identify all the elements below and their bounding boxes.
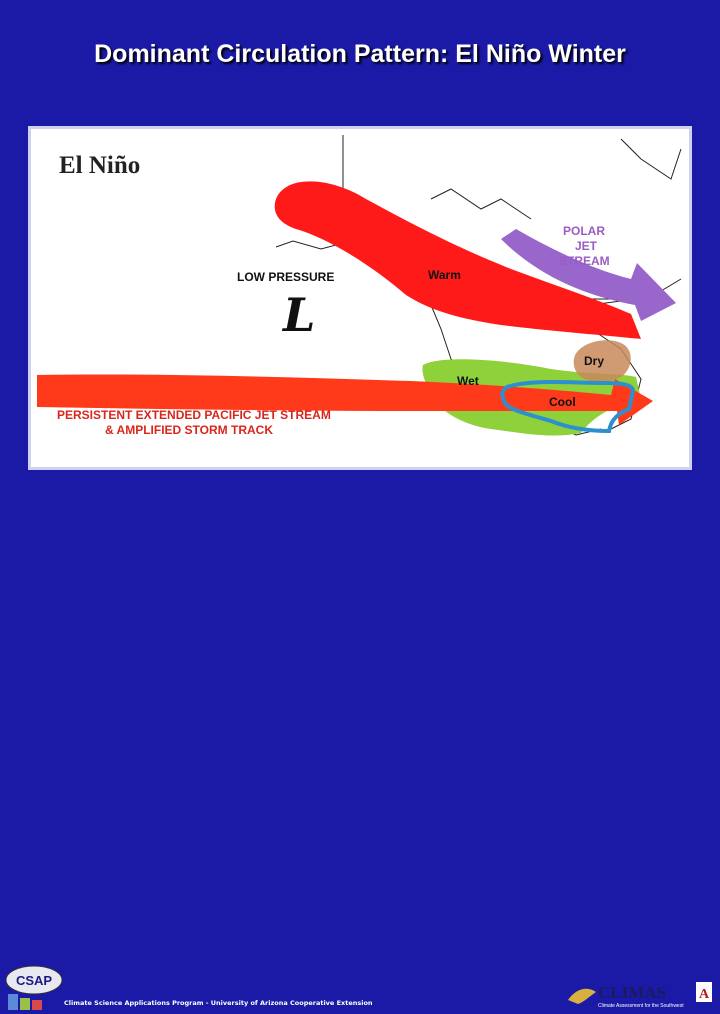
footer-text: Climate Science Applications Program - U…: [64, 999, 373, 1007]
polar-jet-label-1: POLAR: [563, 224, 605, 238]
wet-label: Wet: [457, 374, 479, 388]
warm-band: [274, 181, 641, 339]
cool-label: Cool: [549, 395, 576, 409]
low-pressure-symbol: L: [281, 288, 315, 342]
climas-logo: CLIMAS Climate Assessment for the Southw…: [568, 982, 712, 1009]
sun-icon: [568, 988, 596, 1004]
csap-logo: CSAP: [5, 965, 63, 1010]
polar-jet-label-2: JET: [575, 239, 598, 253]
polar-jet-stream: [501, 229, 676, 321]
climas-tagline: Climate Assessment for the Southwest: [598, 1003, 684, 1009]
climas-badge: A: [699, 987, 710, 1002]
climas-logo-text: CLIMAS: [598, 983, 666, 1002]
cool-region: [500, 380, 636, 434]
low-pressure-label: LOW PRESSURE: [237, 270, 334, 284]
warm-label: Warm: [428, 268, 461, 282]
polar-jet-label-3: STREAM: [559, 254, 610, 268]
dry-label: Dry: [584, 354, 604, 368]
map-canvas: El Niño LOW PRESSURE L Warm POLAR JET ST…: [37, 135, 682, 437]
slide-title: Dominant Circulation Pattern: El Niño Wi…: [94, 40, 626, 68]
pacific-jet-stream: [37, 374, 653, 425]
el-nino-map: El Niño LOW PRESSURE L Warm POLAR JET ST…: [28, 126, 692, 470]
pacific-jet-label-2: & AMPLIFIED STORM TRACK: [105, 423, 273, 437]
map-heading: El Niño: [59, 152, 140, 179]
pacific-jet-label-1: PERSISTENT EXTENDED PACIFIC JET STREAM: [57, 408, 331, 422]
dry-region: [573, 340, 631, 382]
footer: CSAP Climate Science Applications Progra…: [0, 478, 720, 1010]
csap-logo-text: CSAP: [16, 973, 52, 988]
